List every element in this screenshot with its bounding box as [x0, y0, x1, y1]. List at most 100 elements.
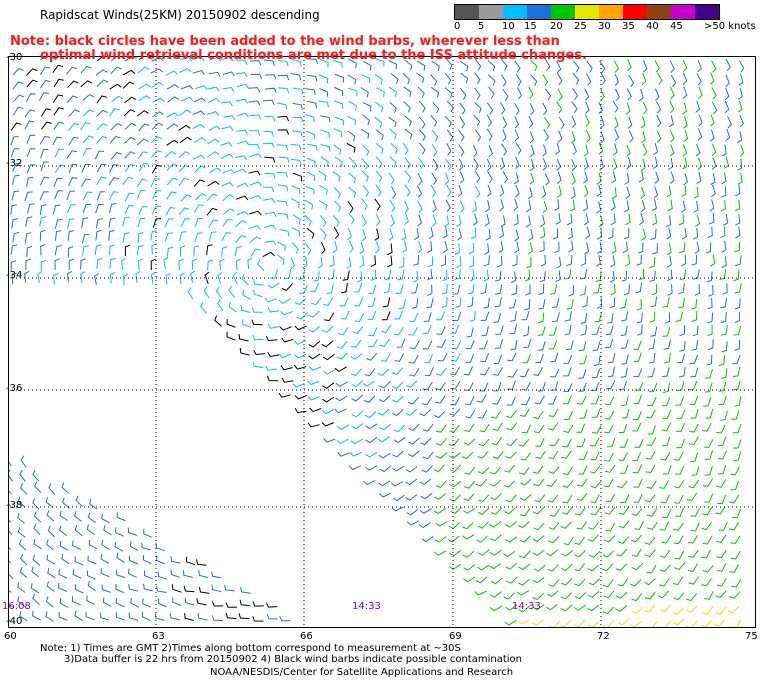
wind-barb — [624, 200, 630, 213]
wind-barb — [521, 310, 530, 321]
wind-barb — [631, 593, 643, 602]
wind-barb — [405, 478, 418, 486]
wind-barb — [576, 438, 586, 448]
wind-barb — [368, 327, 378, 337]
wind-barb — [25, 93, 36, 102]
wind-barb — [304, 199, 314, 210]
wind-barb — [625, 186, 631, 199]
wind-barb — [293, 340, 307, 345]
wind-barb — [578, 465, 588, 475]
wind-barb — [648, 339, 656, 350]
wind-barb — [263, 130, 274, 138]
wind-barb — [519, 535, 531, 543]
wind-barb — [195, 85, 208, 90]
wind-barb — [170, 556, 181, 564]
lon-label-63: 63 — [152, 631, 165, 642]
wind-barb — [192, 70, 205, 75]
wind-barb — [449, 494, 461, 502]
wind-barb — [217, 272, 223, 285]
wind-barb — [417, 214, 422, 227]
wind-barb — [264, 156, 276, 163]
wind-barb — [647, 425, 656, 435]
wind-barb — [666, 185, 672, 198]
wind-barb — [367, 297, 376, 308]
wind-barb — [122, 216, 130, 227]
legend-swatch-3 — [527, 5, 551, 19]
wind-barb — [422, 451, 434, 460]
wind-barb — [554, 199, 560, 211]
wind-barb — [95, 229, 102, 241]
wind-barb — [690, 522, 700, 532]
wind-barb — [566, 299, 574, 310]
wind-barb — [573, 619, 586, 628]
wind-barb — [419, 478, 432, 486]
wind-barb — [26, 68, 38, 76]
wind-barb — [361, 229, 367, 242]
wind-barb — [8, 603, 13, 608]
wind-barb — [689, 354, 699, 364]
wind-barb — [419, 508, 432, 515]
wind-barb — [532, 604, 545, 611]
wind-barb — [464, 466, 476, 475]
wind-barb — [739, 144, 745, 157]
wind-barb — [388, 172, 395, 185]
wind-barb — [96, 79, 109, 87]
wind-barb — [292, 87, 304, 95]
wind-barb — [53, 78, 64, 88]
wind-barb — [457, 228, 462, 241]
wind-barb — [586, 73, 592, 86]
wind-barb — [539, 240, 545, 253]
wind-barb — [737, 172, 743, 185]
wind-barb — [542, 158, 548, 171]
legend-label-9: 45 — [670, 21, 683, 32]
wind-barb — [19, 567, 28, 579]
wind-barb — [157, 571, 168, 580]
wind-barb — [66, 95, 78, 104]
wind-barb — [389, 199, 396, 212]
wind-barb — [127, 527, 138, 536]
wind-barb — [114, 541, 124, 552]
wind-barb — [335, 381, 348, 387]
wind-barb — [465, 409, 476, 419]
wind-barb — [249, 181, 262, 187]
wind-barb — [221, 181, 234, 187]
wind-barb — [349, 451, 362, 457]
wind-barb — [583, 171, 588, 184]
wind-barb — [390, 214, 395, 227]
wind-barb — [263, 224, 277, 230]
wind-barb — [74, 510, 82, 522]
wind-barb — [602, 579, 614, 588]
wind-barb — [704, 382, 713, 393]
wind-barb — [573, 60, 580, 73]
wind-barb — [334, 200, 342, 213]
wind-barb — [471, 200, 477, 213]
wind-barb — [517, 619, 530, 625]
wind-barb — [572, 142, 577, 156]
wind-barb — [26, 176, 34, 187]
wind-barb — [517, 578, 530, 586]
wind-barb — [379, 381, 391, 389]
wind-barb — [605, 522, 616, 532]
wind-barb — [388, 86, 397, 97]
wind-barb — [525, 215, 531, 228]
wind-barb — [633, 340, 642, 350]
wind-barb — [427, 256, 434, 268]
wind-barb — [704, 450, 713, 460]
wind-barb — [39, 229, 46, 241]
wind-barb — [89, 498, 98, 510]
wind-barb — [292, 172, 302, 182]
wind-barb — [378, 395, 391, 403]
wind-barb — [514, 129, 520, 142]
wind-barb — [563, 411, 573, 421]
wind-barb — [236, 195, 249, 201]
wind-barb — [96, 109, 108, 118]
wind-barb — [706, 271, 713, 283]
wind-barb — [686, 620, 698, 628]
wind-barb — [519, 550, 531, 559]
wind-barb — [526, 256, 532, 269]
wind-barb — [348, 186, 357, 198]
wind-barb — [594, 312, 602, 323]
wind-barb — [96, 258, 103, 269]
wind-barb — [692, 325, 699, 337]
wind-barb — [435, 367, 447, 376]
